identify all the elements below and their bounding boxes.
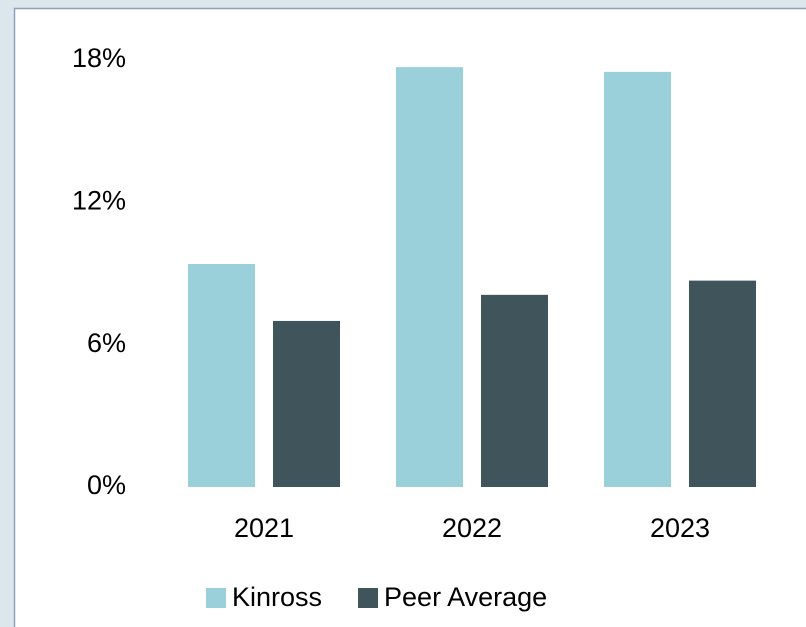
bar (273, 320, 340, 487)
y-tick-label: 12% (72, 185, 126, 215)
bar (689, 280, 756, 487)
bar (396, 67, 463, 487)
x-tick-label: 2022 (442, 513, 502, 543)
legend-label: Peer Average (384, 582, 547, 612)
bar (188, 264, 255, 487)
legend-label: Kinross (232, 582, 322, 612)
bar (481, 294, 548, 487)
legend-swatch (206, 588, 226, 608)
bar (604, 71, 671, 487)
legend-swatch (358, 588, 379, 608)
x-tick-label: 2021 (234, 513, 294, 543)
y-tick-label: 0% (87, 470, 126, 500)
y-tick-label: 6% (87, 328, 126, 358)
x-tick-label: 2023 (650, 513, 710, 543)
y-tick-label: 18% (72, 43, 126, 73)
